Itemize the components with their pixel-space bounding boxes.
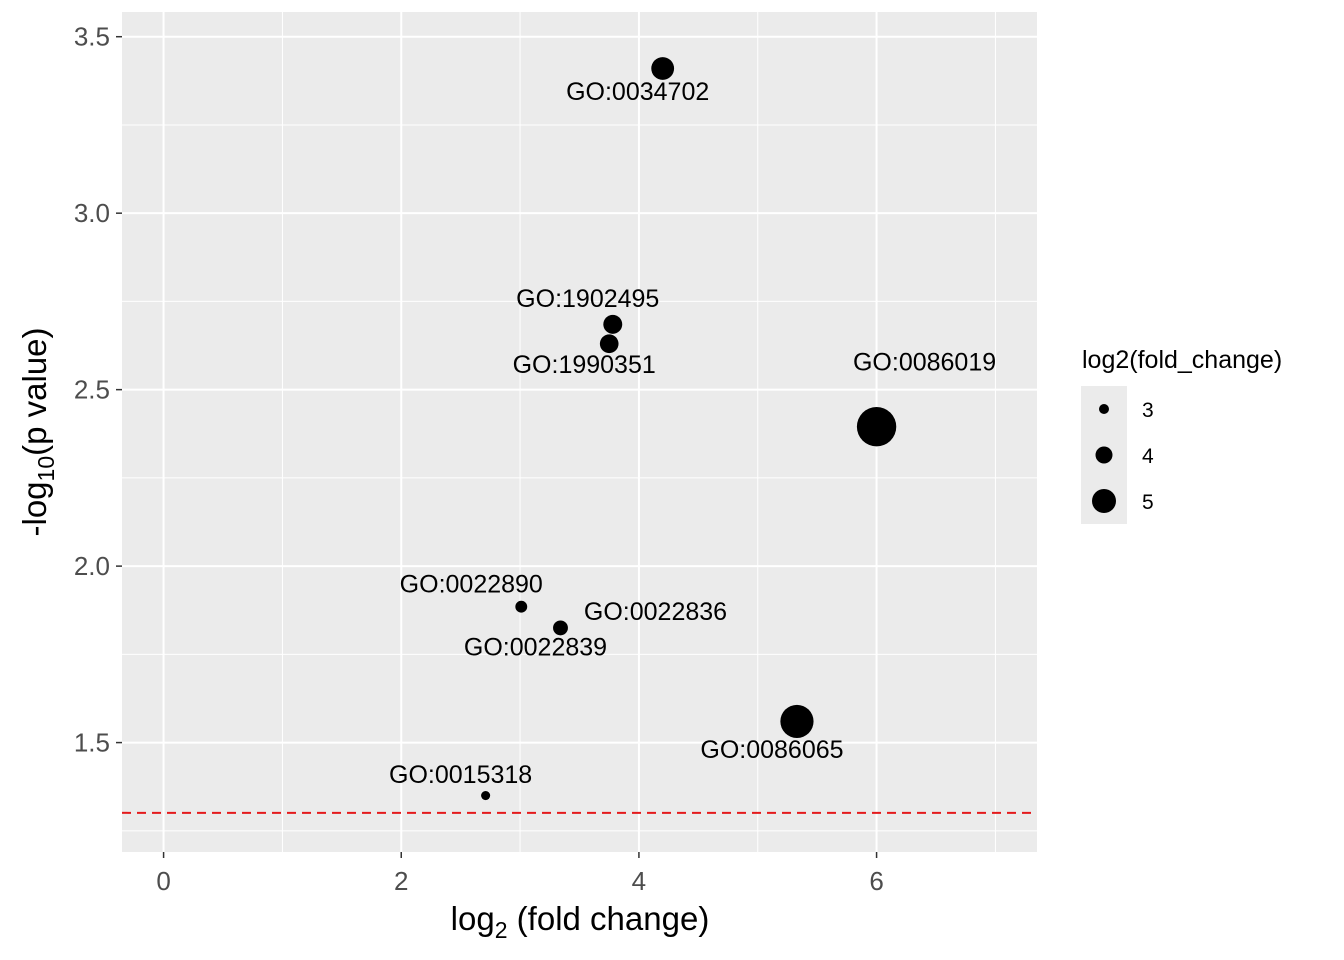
- x-tick-label: 0: [156, 866, 170, 896]
- x-axis-title: log2 (fold change): [451, 900, 710, 943]
- y-tick-label: 2.5: [74, 375, 110, 405]
- y-axis-ticks: 1.5 2.0 2.5 3.0 3.5: [74, 22, 122, 758]
- data-point: [553, 620, 568, 636]
- point-label: GO:1990351: [513, 351, 656, 379]
- plot-panel: [122, 12, 1037, 852]
- point-label: GO:0022890: [400, 571, 543, 599]
- x-tick-label: 2: [394, 866, 408, 896]
- point-label: GO:0022836: [584, 598, 727, 626]
- y-tick-label: 2.0: [74, 551, 110, 581]
- y-tick-label: 3.5: [74, 22, 110, 52]
- x-tick-label: 4: [632, 866, 646, 896]
- data-point: [481, 790, 491, 801]
- point-label: GO:0086019: [853, 349, 996, 377]
- point-label: GO:0086065: [700, 736, 843, 764]
- legend-title: log2(fold_change): [1082, 346, 1282, 374]
- data-point: [651, 57, 675, 80]
- minor-gridlines: [122, 12, 1037, 852]
- legend-key-symbol: [1099, 404, 1109, 414]
- x-tick-label: 6: [869, 866, 883, 896]
- data-point: [515, 600, 528, 613]
- data-points: [481, 57, 897, 801]
- legend-key-label: 5: [1142, 491, 1154, 514]
- legend-key-label: 3: [1142, 399, 1154, 422]
- y-tick-label: 1.5: [74, 728, 110, 758]
- point-label: GO:1902495: [516, 285, 659, 313]
- data-point: [603, 314, 623, 334]
- y-tick-label: 3.0: [74, 198, 110, 228]
- legend: log2(fold_change) 3 4 5: [1081, 346, 1282, 524]
- legend-key-symbol: [1095, 446, 1113, 464]
- data-point: [856, 407, 897, 447]
- data-point: [599, 334, 619, 354]
- point-label: GO:0022839: [464, 633, 607, 661]
- legend-key-symbol: [1092, 489, 1116, 513]
- point-label: GO:0015318: [389, 761, 532, 789]
- point-labels: GO:0034702 GO:1902495 GO:1990351 GO:0086019…: [389, 78, 996, 789]
- x-axis-ticks: 0 2 4 6: [156, 852, 884, 896]
- point-label: GO:0034702: [566, 78, 709, 106]
- data-point: [780, 704, 814, 739]
- y-axis-title: -log10(p value): [16, 327, 59, 536]
- legend-key-label: 4: [1142, 445, 1154, 468]
